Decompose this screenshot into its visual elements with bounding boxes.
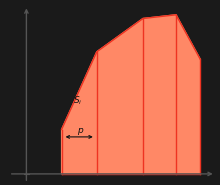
Text: $p$: $p$ [77,126,84,137]
Text: $S_i$: $S_i$ [73,95,82,107]
Polygon shape [62,15,200,174]
